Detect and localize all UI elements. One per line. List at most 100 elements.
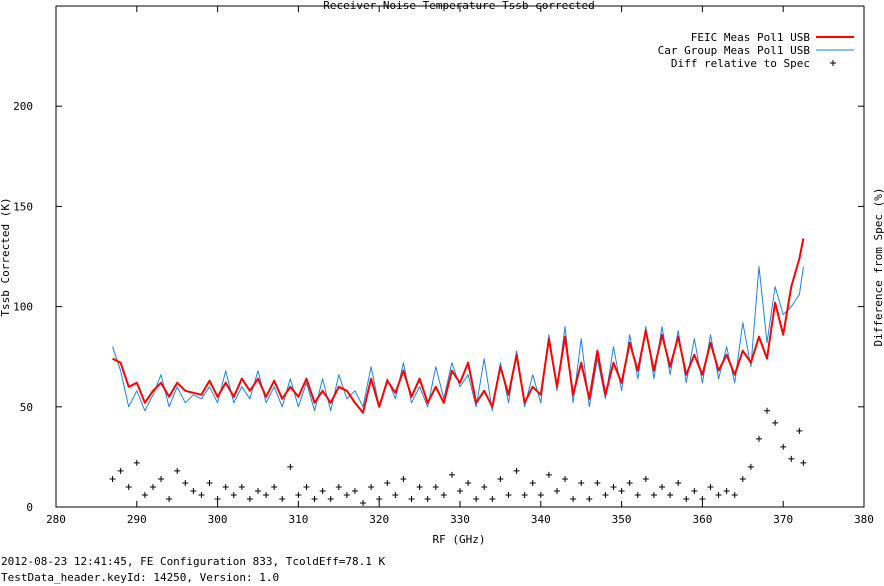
diff-point	[174, 467, 181, 474]
diff-point	[238, 483, 245, 490]
feic-series-line	[112, 238, 805, 414]
diff-point	[109, 475, 116, 482]
diff-point	[610, 483, 617, 490]
y-tick-label: 150	[13, 200, 33, 213]
diff-point	[537, 491, 544, 498]
diff-point	[133, 459, 140, 466]
y-tick-label: 50	[20, 401, 33, 414]
diff-point	[392, 491, 399, 498]
diff-point	[295, 491, 302, 498]
legend-swatch	[830, 60, 836, 66]
series-1	[112, 266, 804, 412]
diff-point	[271, 483, 278, 490]
diff-point	[246, 495, 253, 502]
diff-point	[117, 467, 124, 474]
diff-point	[691, 487, 698, 494]
car-group-series-line	[112, 266, 804, 412]
diff-point	[400, 475, 407, 482]
legend-label: Car Group Meas Pol1 USB	[658, 44, 811, 57]
diff-point	[263, 491, 270, 498]
axis-ticks: 280 290 300 310 320 330 340 350 360 370 380 0 50 100 1…	[13, 6, 874, 526]
diff-point	[481, 483, 488, 490]
plot-frame	[55, 5, 865, 508]
diff-point	[158, 475, 165, 482]
x-tick-label: 380	[854, 513, 874, 526]
diff-point	[715, 491, 722, 498]
x-tick-label: 360	[692, 513, 712, 526]
diff-point	[416, 483, 423, 490]
series-0	[112, 238, 805, 414]
diff-point	[465, 479, 472, 486]
y-tick-label: 100	[13, 301, 33, 314]
diff-point	[521, 491, 528, 498]
diff-point	[351, 487, 358, 494]
diff-point	[497, 475, 504, 482]
x-tick-label: 330	[450, 513, 470, 526]
diff-point	[327, 495, 334, 502]
diff-point	[432, 483, 439, 490]
y-tick-label: 200	[13, 100, 33, 113]
diff-point	[755, 435, 762, 442]
diff-point	[650, 491, 657, 498]
footer-meta-line1: 2012-08-23 12:41:45, FE Configuration 83…	[1, 555, 386, 568]
x-tick-label: 350	[612, 513, 632, 526]
x-tick-label: 300	[208, 513, 228, 526]
diff-point	[255, 487, 261, 494]
diff-point	[473, 495, 480, 502]
diff-point	[448, 471, 455, 478]
diff-point	[764, 407, 771, 414]
diff-point	[570, 495, 577, 502]
diff-point	[788, 455, 795, 462]
legend-label: Diff relative to Spec	[671, 57, 810, 70]
diff-point	[723, 487, 730, 494]
diff-point	[747, 463, 754, 470]
diff-point	[424, 495, 431, 502]
diff-point	[642, 475, 649, 482]
diff-point	[408, 495, 415, 502]
diff-point	[707, 483, 714, 490]
diff-point	[141, 491, 148, 498]
legend-label: FEIC Meas Pol1 USB	[691, 31, 811, 44]
diff-point	[319, 487, 326, 494]
diff-point	[206, 479, 213, 486]
diff-point	[675, 479, 682, 486]
diff-point	[303, 483, 310, 490]
diff-point	[489, 495, 496, 502]
diff-point	[553, 487, 560, 494]
x-tick-label: 370	[773, 513, 793, 526]
diff-point	[772, 419, 779, 426]
diff-point	[222, 483, 229, 490]
series-2	[109, 407, 807, 506]
x-tick-label: 320	[369, 513, 389, 526]
diff-point	[626, 479, 633, 486]
x-tick-label: 280	[46, 513, 66, 526]
diff-point	[634, 491, 641, 498]
diff-point	[796, 427, 803, 434]
diff-point	[780, 443, 787, 450]
x-axis-label: RF (GHz)	[433, 533, 486, 546]
diff-point	[562, 475, 569, 482]
diff-point	[335, 483, 342, 490]
diff-point	[667, 491, 674, 498]
diff-point	[198, 491, 205, 498]
diff-point	[440, 491, 447, 498]
diff-point	[683, 495, 690, 502]
x-tick-label: 310	[288, 513, 308, 526]
diff-point	[166, 495, 173, 502]
diff-point	[602, 491, 609, 498]
y-tick-label: 0	[26, 501, 33, 514]
diff-point	[800, 459, 807, 466]
diff-point	[384, 479, 391, 486]
diff-point	[311, 495, 318, 502]
diff-point	[279, 495, 286, 502]
diff-point	[457, 487, 463, 494]
diff-point	[125, 483, 132, 490]
diff-point	[190, 487, 197, 494]
diff-point	[376, 495, 383, 502]
diff-point	[618, 487, 625, 494]
diff-point	[287, 463, 294, 470]
diff-point	[586, 495, 593, 502]
y2-axis-label: Difference from Spec (%)	[872, 188, 884, 347]
diff-point	[214, 495, 221, 502]
